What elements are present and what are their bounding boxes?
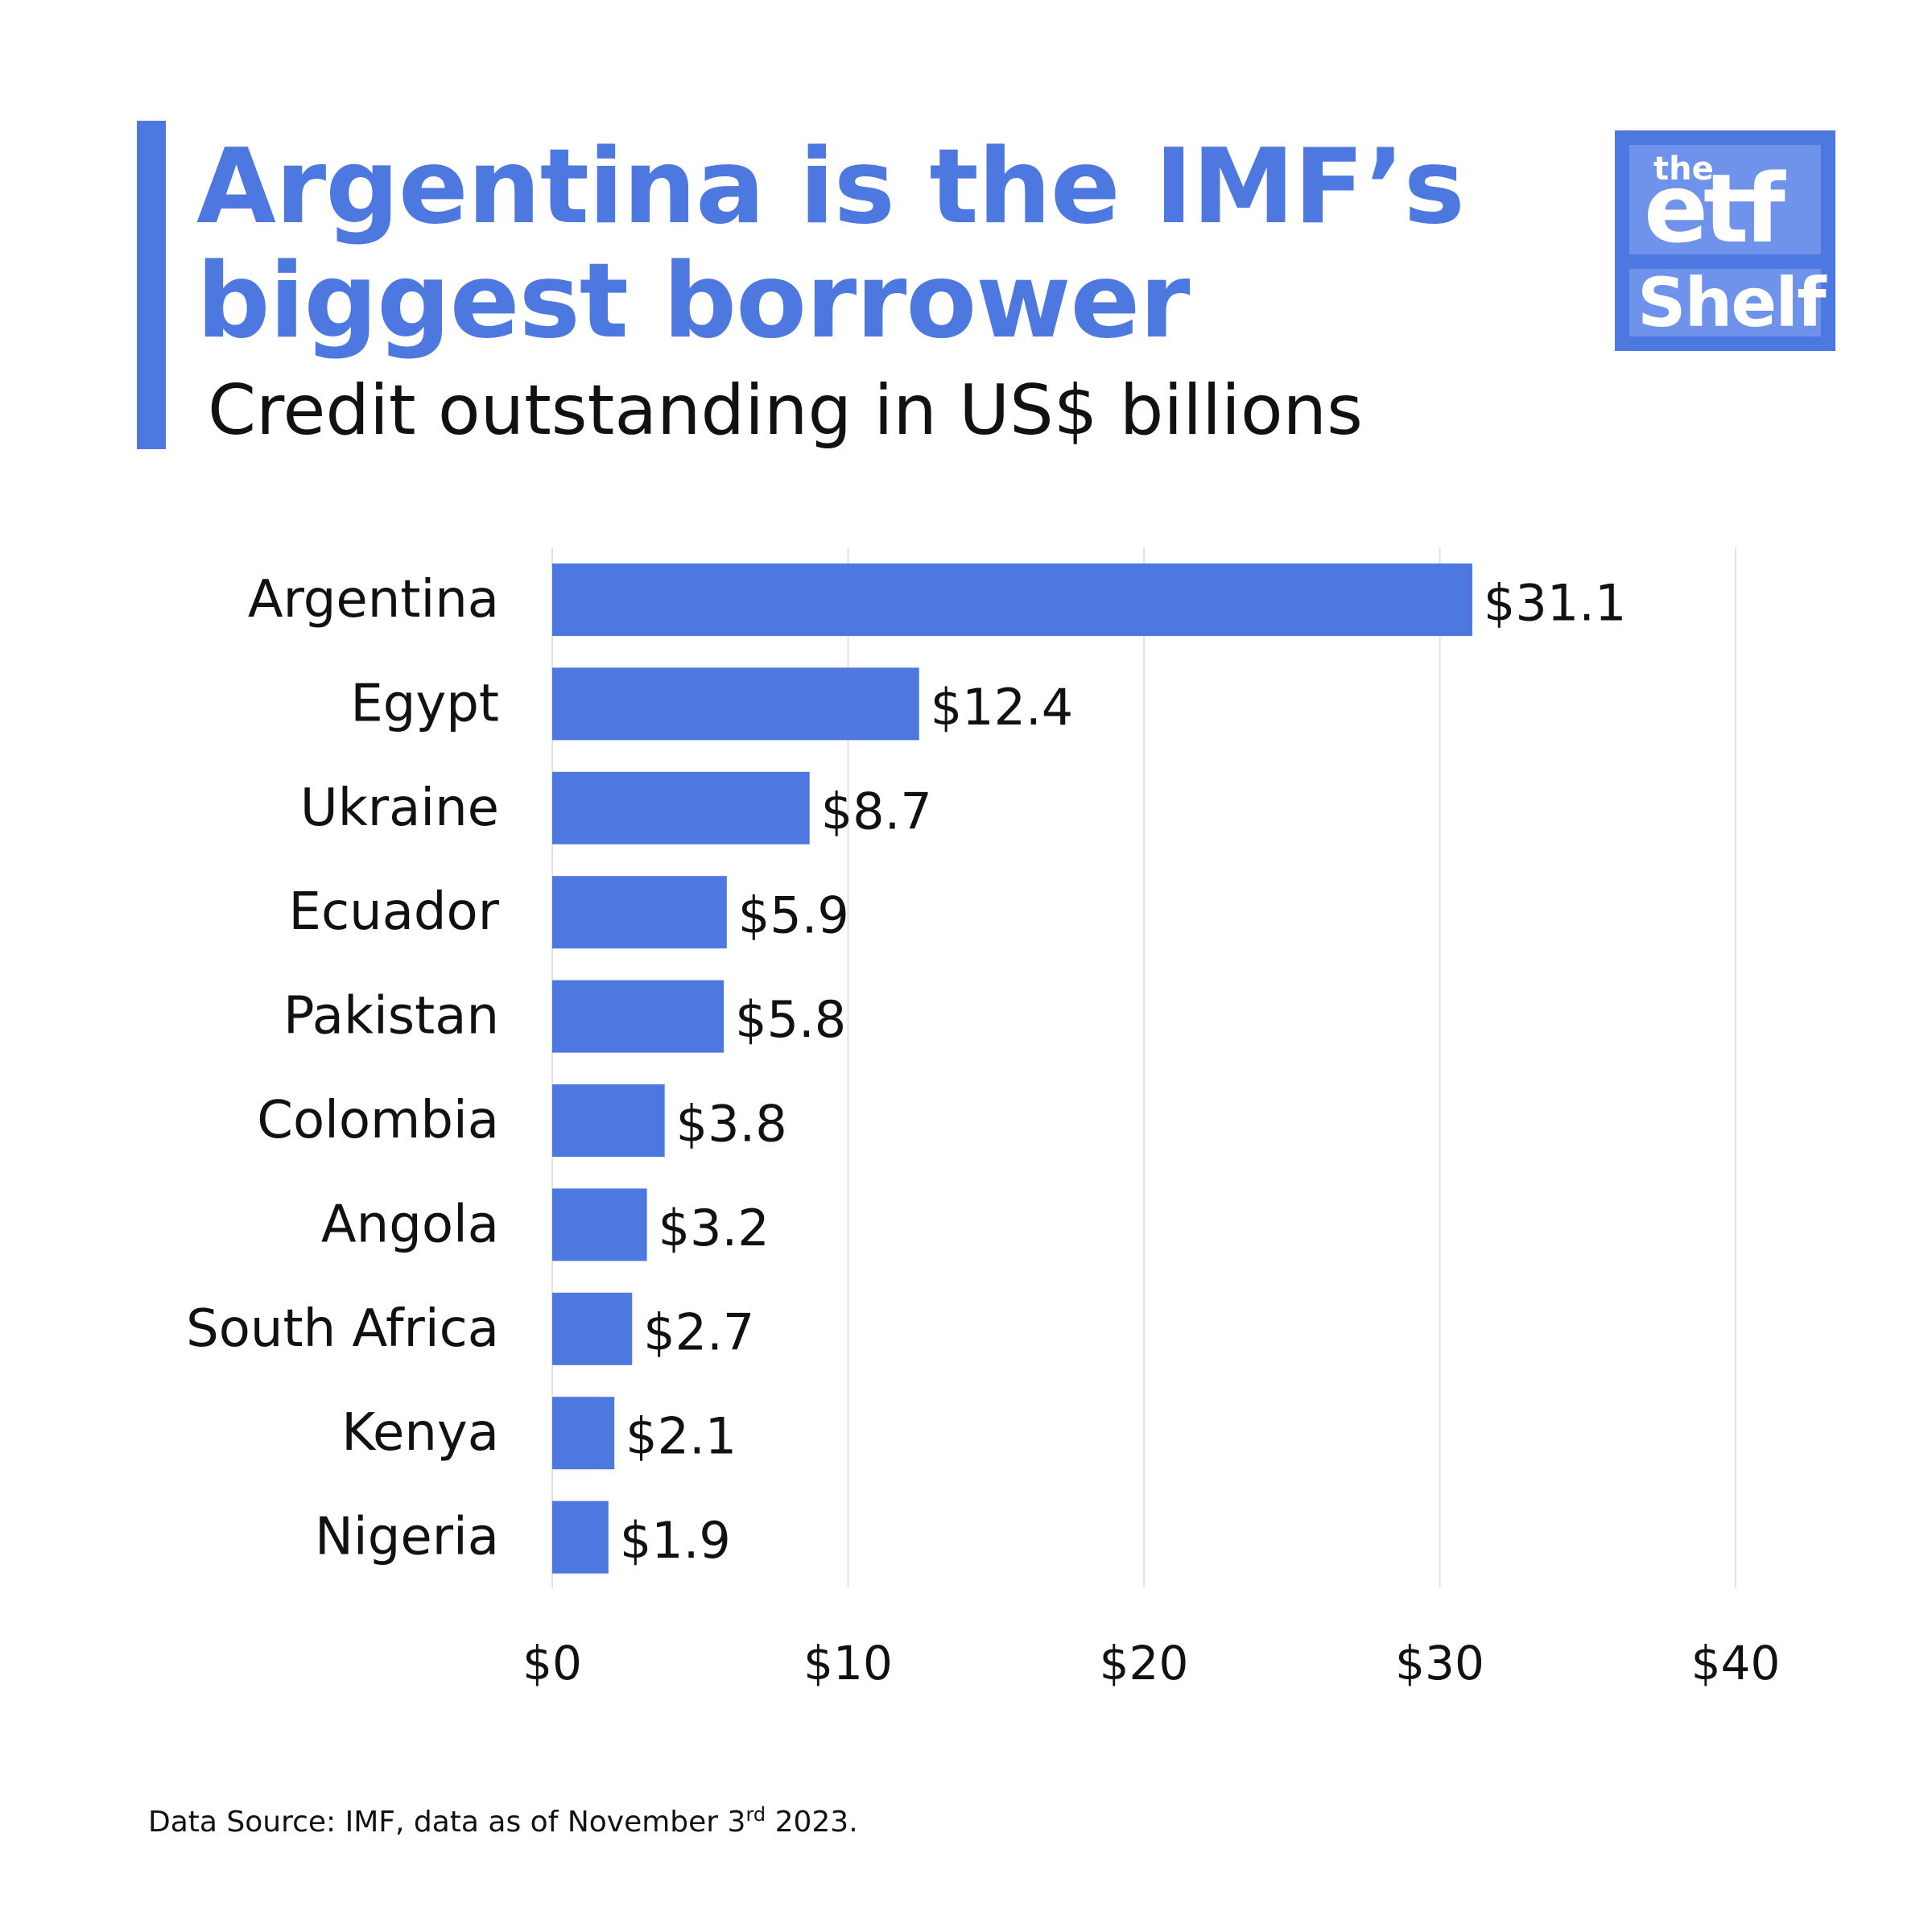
x-tick-label-30: $30 — [1395, 1636, 1484, 1690]
chart-bars — [552, 564, 1472, 1574]
value-label-angola: $3.2 — [658, 1199, 770, 1257]
value-label-egypt: $12.4 — [931, 678, 1074, 737]
value-label-argentina: $31.1 — [1484, 574, 1627, 633]
chart-category-labels: Argentina Egypt Ukraine Ecuador Pakistan Colo… — [186, 570, 500, 1567]
bar-ecuador — [552, 876, 727, 949]
bar-kenya — [552, 1397, 615, 1470]
chart-value-labels: $31.1 $12.4 $8.7 $5.9 $5.8 $3.8 $3.2 $2.7 $2.1 $1… — [620, 574, 1627, 1571]
category-label-pakistan: Pakistan — [283, 987, 499, 1046]
footnote-text: Data Source: IMF, data as of November 3 — [148, 1806, 746, 1839]
bar-colombia — [552, 1084, 665, 1157]
value-label-pakistan: $5.8 — [735, 990, 846, 1049]
category-label-argentina: Argentina — [248, 570, 499, 630]
x-tick-label-40: $40 — [1691, 1636, 1781, 1690]
etf-shelf-logo: the etf Shelf — [1615, 130, 1835, 351]
x-tick-label-20: $20 — [1100, 1636, 1189, 1690]
footnote-year: 2023. — [766, 1806, 858, 1839]
chart-title: Argentina is the IMF’s biggest borrower — [196, 127, 1465, 361]
category-label-ecuador: Ecuador — [289, 882, 500, 942]
chart-title-line-1: Argentina is the IMF’s — [196, 127, 1465, 247]
x-tick-label-0: $0 — [522, 1636, 582, 1690]
bar-egypt — [552, 667, 919, 741]
bar-south-africa — [552, 1292, 633, 1365]
value-label-colombia: $3.8 — [676, 1095, 787, 1154]
title-accent-bar — [137, 121, 166, 449]
bar-ukraine — [552, 771, 810, 844]
chart-x-tick-labels: $0 $10 $20 $30 $40 — [522, 1636, 1780, 1690]
category-label-colombia: Colombia — [257, 1091, 499, 1150]
value-label-nigeria: $1.9 — [620, 1511, 731, 1570]
logo-word-the: the — [1653, 151, 1714, 188]
chart-title-line-2: biggest borrower — [196, 242, 1190, 361]
logo-top-panel — [1629, 145, 1821, 254]
category-label-angola: Angola — [321, 1195, 499, 1254]
logo-bottom-panel — [1629, 269, 1821, 336]
logo-word-shelf: Shelf — [1637, 263, 1827, 342]
bar-nigeria — [552, 1501, 609, 1574]
category-label-nigeria: Nigeria — [315, 1508, 499, 1567]
logo-word-etf: etf — [1644, 153, 1785, 264]
category-label-ukraine: Ukraine — [300, 778, 499, 838]
bar-pakistan — [552, 980, 724, 1053]
value-label-kenya: $2.1 — [625, 1407, 737, 1466]
chart-subtitle: Credit outstanding in US$ billions — [208, 370, 1363, 451]
bar-argentina — [552, 564, 1472, 636]
value-label-ecuador: $5.9 — [738, 886, 849, 945]
category-label-kenya: Kenya — [341, 1403, 499, 1463]
value-label-south-africa: $2.7 — [643, 1302, 754, 1361]
category-label-south-africa: South Africa — [186, 1299, 499, 1359]
category-label-egypt: Egypt — [350, 674, 499, 733]
value-label-ukraine: $8.7 — [821, 782, 932, 840]
data-source-footnote: Data Source: IMF, data as of November 3r… — [148, 1805, 858, 1840]
x-tick-label-10: $10 — [803, 1636, 893, 1690]
footnote-superscript: rd — [745, 1803, 766, 1826]
bar-angola — [552, 1188, 647, 1261]
